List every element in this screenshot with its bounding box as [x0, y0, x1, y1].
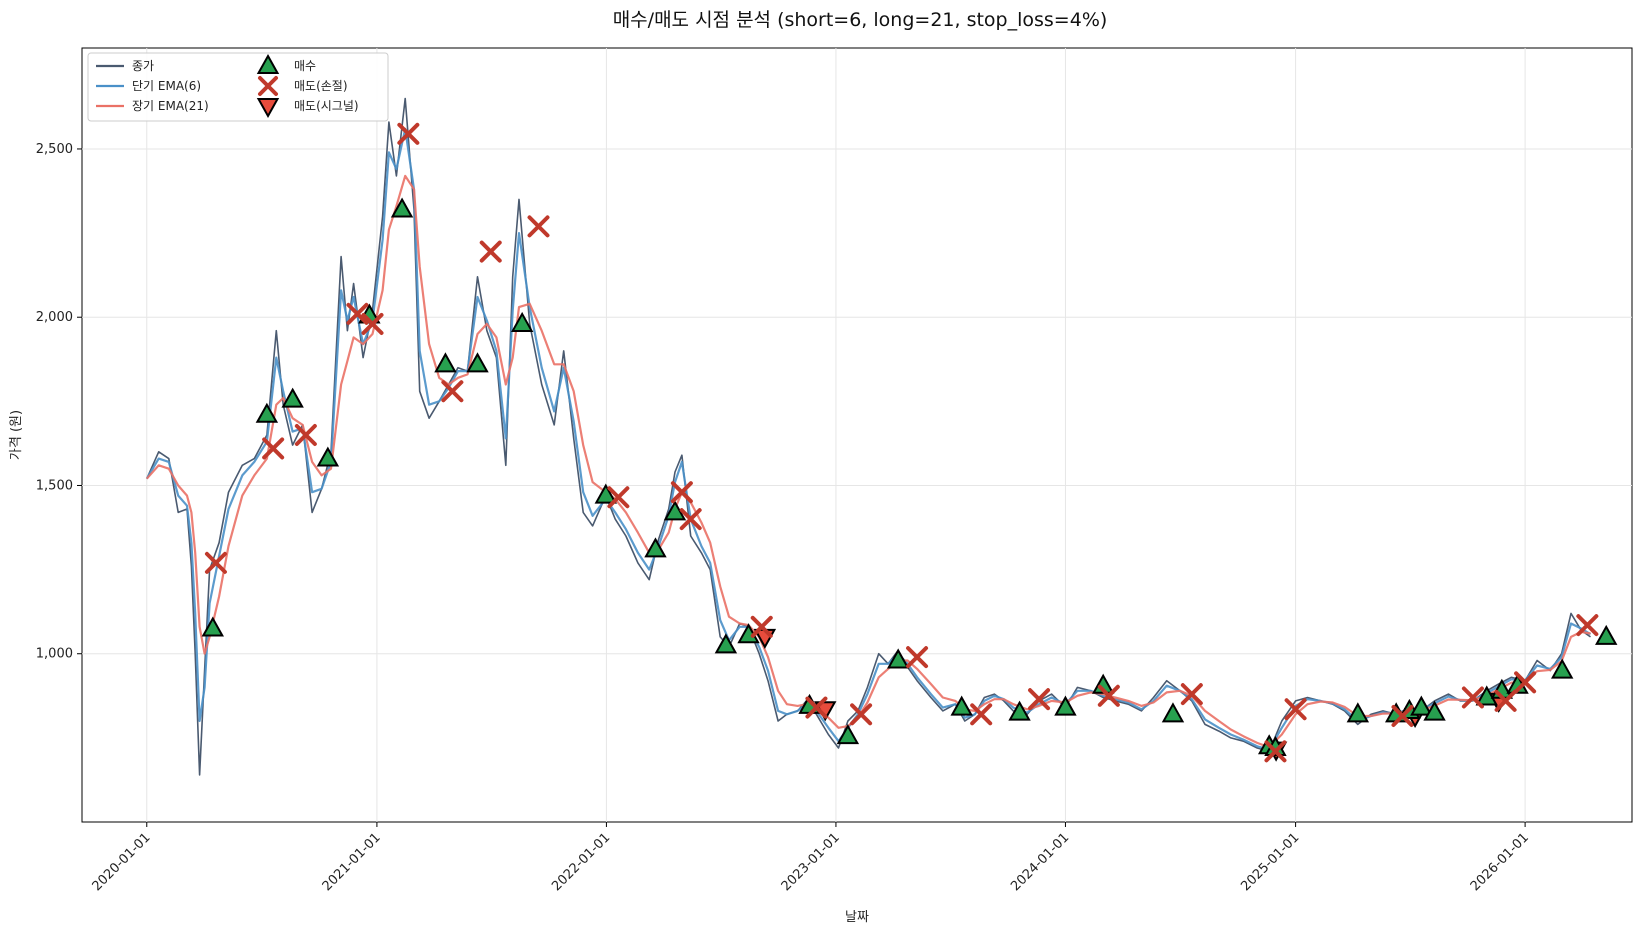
legend-buy-swatch — [256, 53, 280, 74]
y-axis: 1,000 1,500 2,000 2,500 — [36, 142, 82, 662]
plot-area — [81, 47, 1633, 823]
legend-label: 매도(시그널) — [294, 99, 359, 113]
legend-label: 매도(손절) — [294, 79, 348, 93]
sell-stop-marker — [1097, 684, 1120, 707]
sell-stop-marker — [346, 302, 369, 325]
buy-marker — [663, 500, 687, 521]
x-tick-label: 2022-01-01 — [549, 830, 613, 894]
sell-stop-marker — [262, 437, 285, 460]
buy-marker — [390, 197, 414, 218]
buy-marker — [434, 352, 457, 373]
y-tick-label: 2,500 — [36, 142, 73, 157]
buy-marker — [1161, 702, 1185, 723]
x-tick-label: 2020-01-01 — [90, 830, 154, 894]
y-tick-label: 1,000 — [36, 647, 73, 662]
buy-marker — [1423, 700, 1446, 721]
x-tick-label: 2026-01-01 — [1468, 830, 1532, 894]
sell-stop-marker — [607, 486, 630, 509]
sell-stop-marker — [204, 551, 227, 574]
sell-stop-marker — [527, 215, 550, 238]
legend-label: 장기 EMA(21) — [132, 99, 209, 113]
buy-marker — [1008, 700, 1031, 721]
x-tick-label: 2021-01-01 — [320, 830, 384, 894]
grid — [82, 48, 1632, 822]
close-price-line — [146, 97, 1591, 776]
buy-marker — [1410, 695, 1433, 716]
trade-markers — [201, 122, 1618, 763]
y-tick-label: 1,500 — [36, 478, 73, 493]
buy-marker — [950, 695, 973, 716]
buy-marker — [1475, 685, 1498, 706]
y-axis-title: 가격 (원) — [9, 410, 24, 460]
sell-stop-marker — [1028, 688, 1051, 711]
legend-sell-stop-swatch — [258, 76, 278, 96]
sell-stop-marker — [906, 646, 929, 669]
y-tick-label: 2,000 — [36, 310, 73, 325]
buy-marker — [255, 402, 279, 423]
series-lines — [145, 97, 1592, 776]
sell-stop-marker — [1180, 683, 1203, 706]
sell-stop-marker — [479, 240, 502, 263]
buy-marker — [1346, 702, 1370, 723]
legend-label: 종가 — [132, 59, 154, 73]
buy-marker — [594, 483, 617, 504]
sell-stop-marker — [1494, 689, 1517, 712]
buy-marker — [281, 387, 304, 408]
legend-sell-signal-swatch — [256, 98, 280, 119]
buy-marker — [1595, 624, 1618, 645]
sell-stop-marker — [970, 703, 993, 726]
short-ema-line — [145, 127, 1592, 751]
sell-stop-marker — [1284, 698, 1307, 721]
legend-label: 단기 EMA(6) — [132, 79, 201, 93]
x-axis-title: 날짜 — [845, 910, 869, 925]
sell-stop-marker — [850, 703, 873, 726]
sell-stop-marker — [441, 380, 464, 403]
sell-stop-marker — [670, 481, 693, 504]
sell-stop-marker — [1461, 686, 1484, 709]
x-axis: 2020-01-01 2021-01-01 2022-01-01 2023-01-01… — [90, 822, 1532, 894]
buy-marker — [510, 311, 534, 332]
buy-marker — [714, 633, 738, 654]
x-tick-label: 2025-01-01 — [1238, 830, 1302, 894]
legend-label: 매수 — [294, 59, 316, 73]
sell-stop-marker — [1514, 671, 1537, 694]
sell-stop-marker — [679, 508, 702, 531]
buy-marker — [1550, 658, 1574, 679]
buy-marker — [886, 648, 910, 669]
sell-stop-marker — [397, 122, 420, 145]
sell-stop-marker — [1264, 740, 1287, 763]
buy-marker — [1054, 695, 1077, 716]
buy-marker — [644, 537, 667, 558]
x-tick-label: 2023-01-01 — [779, 830, 843, 894]
buy-marker — [201, 616, 224, 637]
buy-marker — [836, 724, 860, 745]
buy-marker — [466, 352, 489, 373]
sell-stop-marker — [805, 696, 828, 719]
x-tick-label: 2024-01-01 — [1008, 830, 1072, 894]
sell-stop-marker — [361, 312, 384, 335]
chart-title: 매수/매도 시점 분석 (short=6, long=21, stop_loss… — [613, 9, 1108, 31]
sell-stop-marker — [1391, 704, 1414, 727]
sell-stop-marker — [1576, 614, 1599, 637]
sell-stop-marker — [750, 615, 773, 638]
buy-marker — [316, 446, 340, 467]
legend-box — [87, 52, 389, 122]
long-ema-line — [145, 174, 1591, 749]
sell-stop-marker — [294, 424, 317, 446]
